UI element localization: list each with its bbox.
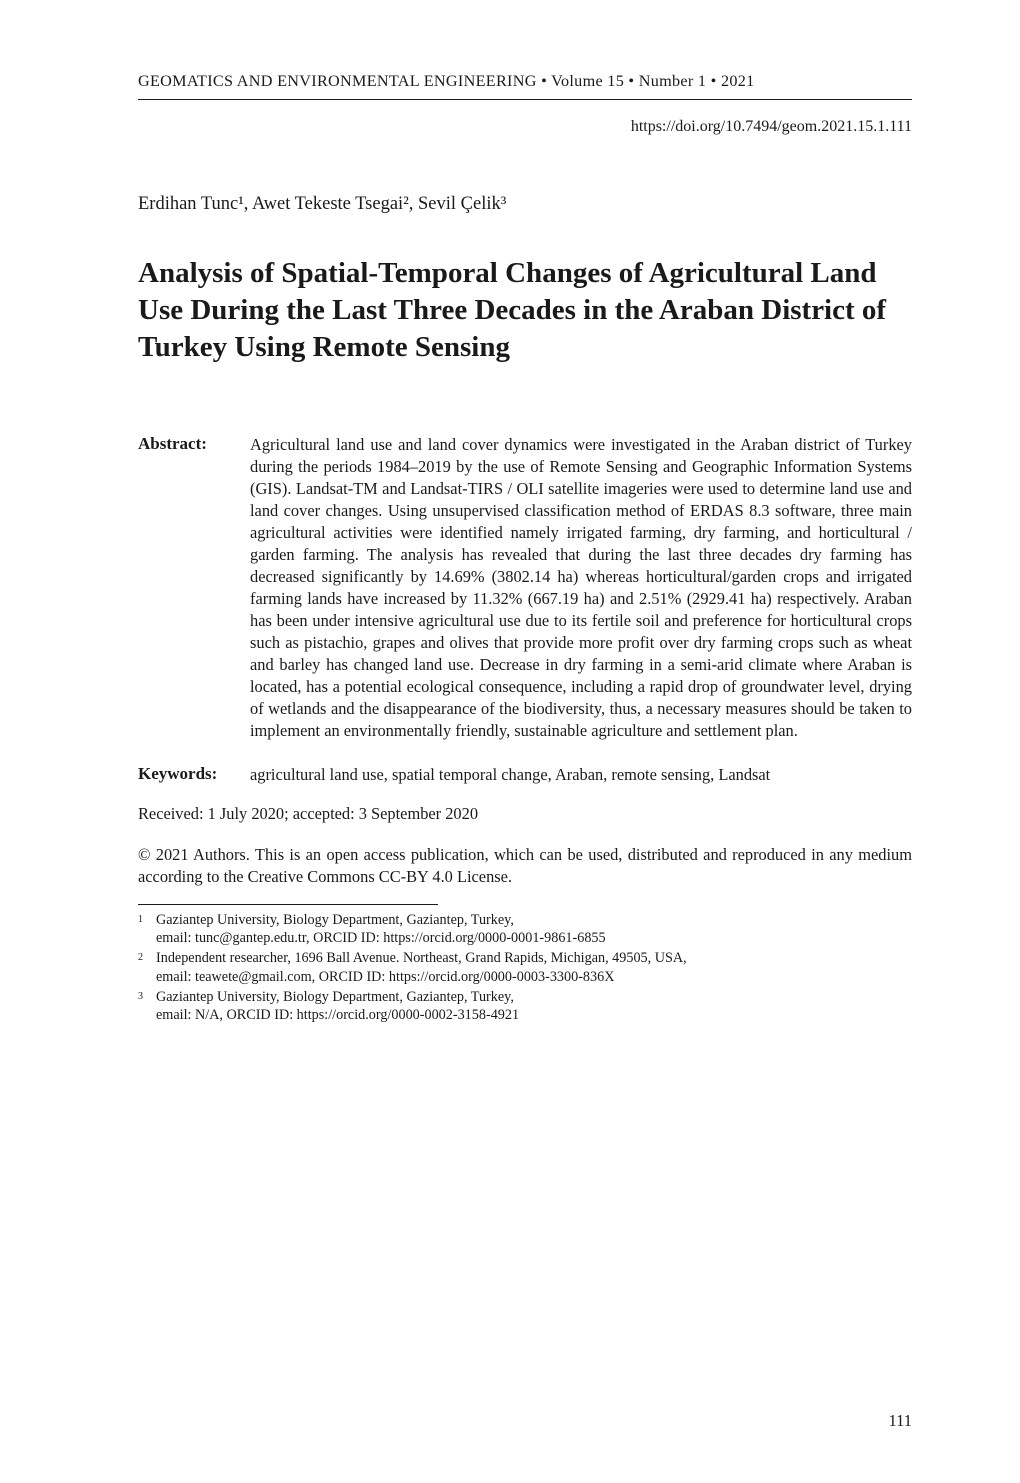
authors-line: Erdihan Tunc¹, Awet Tekeste Tsegai², Sev… <box>138 194 912 215</box>
footnote-rule <box>138 904 438 905</box>
footnote-marker: 3 <box>138 988 156 1024</box>
footnotes: 1 Gaziantep University, Biology Departme… <box>138 911 912 1024</box>
doi-link[interactable]: https://doi.org/10.7494/geom.2021.15.1.1… <box>138 118 912 136</box>
keywords-body: agricultural land use, spatial temporal … <box>250 764 912 786</box>
keywords-block: Keywords: agricultural land use, spatial… <box>138 764 912 786</box>
footnote-body: Gaziantep University, Biology Department… <box>156 911 912 947</box>
paper-title: Analysis of Spatial-Temporal Changes of … <box>138 255 912 366</box>
footnote-1: 1 Gaziantep University, Biology Departme… <box>138 911 912 947</box>
received-accepted: Received: 1 July 2020; accepted: 3 Septe… <box>138 804 912 824</box>
footnote-3: 3 Gaziantep University, Biology Departme… <box>138 988 912 1024</box>
page: GEOMATICS AND ENVIRONMENTAL ENGINEERING … <box>0 0 1020 1483</box>
license-statement: © 2021 Authors. This is an open access p… <box>138 844 912 888</box>
footnote-2: 2 Independent researcher, 1696 Ball Aven… <box>138 949 912 985</box>
abstract-label: Abstract: <box>138 434 250 454</box>
footnote-body: Gaziantep University, Biology Department… <box>156 988 912 1024</box>
footnote-marker: 2 <box>138 949 156 985</box>
footnote-marker: 1 <box>138 911 156 947</box>
running-head: GEOMATICS AND ENVIRONMENTAL ENGINEERING … <box>138 72 912 100</box>
page-number: 111 <box>888 1411 912 1431</box>
abstract-body: Agricultural land use and land cover dyn… <box>250 434 912 742</box>
abstract-block: Abstract: Agricultural land use and land… <box>138 434 912 742</box>
footnote-body: Independent researcher, 1696 Ball Avenue… <box>156 949 912 985</box>
keywords-label: Keywords: <box>138 764 250 784</box>
